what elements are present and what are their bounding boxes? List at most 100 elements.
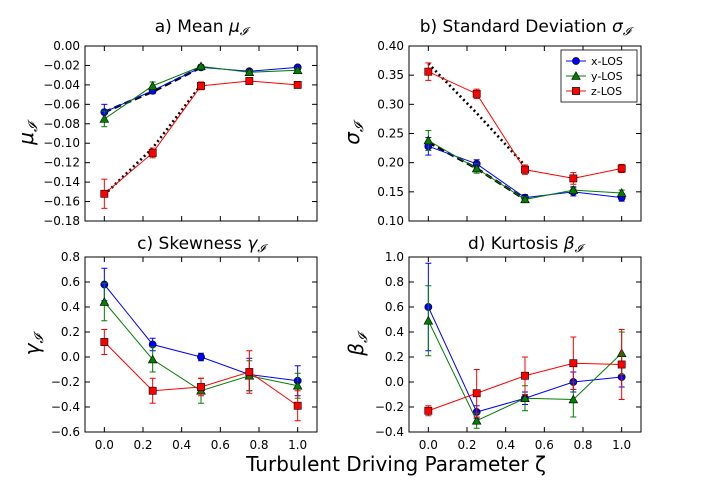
panel-d-point-z-LOS [472, 389, 481, 398]
panel-b-ytick-label: 0.15 [377, 185, 404, 199]
panel-c-ytick-label: −0.2 [51, 375, 80, 389]
panel-c-point-y-LOS [292, 380, 303, 390]
panel-a-point-z-LOS [148, 149, 157, 157]
panel-b-point-y-LOS [423, 135, 434, 145]
panel-b-point-y-LOS [568, 185, 579, 194]
panel-a-point-y-LOS [196, 61, 206, 71]
panel-d-ytick-label: 0.0 [385, 375, 404, 389]
panel-c-ytick-label: 0.6 [61, 275, 80, 289]
panel-a-point-z-LOS [100, 189, 109, 198]
panel-a-ytick-label: −0.08 [43, 117, 80, 131]
panel-d-ytick-label: −0.4 [375, 425, 404, 439]
legend-marker-x-LOS [572, 57, 580, 65]
panel-a-ytick-label: −0.14 [43, 175, 80, 189]
panel-a-series-x-LOS [100, 63, 302, 121]
panel-b-series-z-LOS [424, 62, 626, 185]
panel-d-point-y-LOS [471, 415, 482, 425]
panel-c-series-z-LOS [100, 329, 302, 422]
panel-b-series-y-LOS [423, 130, 627, 204]
panel-d-ytick-label: 1.0 [385, 250, 404, 264]
panel-d-point-z-LOS [521, 371, 529, 380]
panel-c-axes-frame [84, 256, 318, 433]
panel-c-point-z-LOS [293, 401, 302, 410]
panel-a-ylabel: μ𝓘 [14, 119, 41, 146]
panel-c-point-x-LOS [197, 353, 205, 361]
panel-a-point-z-LOS [197, 81, 205, 90]
panel-d-xtick-label: 1.0 [612, 438, 631, 452]
panel-a-point-y-LOS [244, 67, 255, 76]
panel-c-ylabel: γ𝓘 [20, 330, 47, 355]
panel-a-ytick-label: 0.00 [53, 39, 80, 53]
panel-d-point-z-LOS [617, 360, 626, 369]
panel-b-axes-frame [408, 45, 642, 222]
panel-b-ytick-label: 0.40 [377, 39, 404, 53]
panel-a-ytick-label: −0.06 [43, 97, 80, 111]
panel-c-xtick-label: 0.8 [249, 438, 268, 452]
panel-b-point-z-LOS [424, 67, 433, 76]
panel-c-xtick-label: 0.0 [95, 438, 114, 452]
panel-b-ylabel: σ𝓘 [340, 119, 367, 145]
panel-d-point-z-LOS [424, 406, 433, 415]
panel-d-axes-frame [408, 256, 642, 433]
legend-marker-z-LOS [572, 87, 580, 95]
legend-label-y-LOS: y-LOS [591, 70, 623, 83]
panel-b-ytick-label: 0.10 [377, 214, 404, 228]
panel-d-point-y-LOS [423, 315, 434, 325]
legend-marker-y-LOS [571, 71, 581, 80]
panel-a-line-z-LOS [104, 80, 298, 195]
panel-d-point-z-LOS [569, 359, 578, 368]
panel-d-ytick-label: 0.8 [385, 275, 404, 289]
panel-a-title: a) Mean μ𝓘 [155, 17, 251, 38]
panel-b-std: b) Standard Deviation σ𝓘 σ𝓘 0.10 0.15 0.20… [340, 17, 642, 228]
panel-a-series-z-LOS [100, 77, 302, 209]
panel-b-ytick-label: 0.20 [377, 156, 404, 170]
panel-a-line-y-LOS [104, 65, 298, 120]
panel-c-xtick-label: 1.0 [288, 438, 307, 452]
panel-d-point-y-LOS [520, 393, 530, 402]
legend-label-z-LOS: z-LOS [591, 85, 622, 98]
panel-d-ylabel: β𝓘 [344, 330, 371, 357]
panel-b-point-z-LOS [617, 164, 626, 173]
panel-d-title: d) Kurtosis β𝓘 [468, 234, 586, 255]
panel-b-point-y-LOS [520, 194, 530, 204]
panel-b-point-y-LOS [616, 188, 627, 197]
panel-b-point-z-LOS [472, 89, 481, 98]
panel-a-ytick-label: −0.10 [43, 136, 80, 150]
panel-a-point-y-LOS [147, 80, 158, 90]
panel-c-line-x-LOS [103, 284, 298, 382]
panel-a-point-z-LOS [293, 80, 302, 89]
panel-a-series-y-LOS [99, 61, 303, 128]
panel-a-mean: a) Mean μ𝓘 μ𝓘 −0.18 −0.16 −0.14 −0.12 −0.10 −… [14, 17, 318, 228]
panel-c-point-z-LOS [100, 338, 109, 346]
panel-c-xtick-label: 0.6 [211, 438, 230, 452]
panel-c-point-y-LOS [99, 297, 110, 306]
panel-c-point-z-LOS [197, 383, 205, 391]
panel-c-ytick-label: −0.6 [51, 425, 80, 439]
panel-c-ytick-label: −0.4 [51, 400, 80, 414]
panel-a-ytick-label: −0.18 [43, 214, 80, 228]
panel-d-xtick-label: 0.6 [535, 438, 554, 452]
panel-d-series-z-LOS [424, 329, 626, 418]
panel-d-point-y-LOS [568, 394, 579, 404]
panel-c-skewness: c) Skewness γ𝓘 γ𝓘 −0.6 −0.4 −0.2 0.0 0.2 0.4 0… [20, 234, 318, 452]
panel-b-point-y-LOS [471, 163, 482, 173]
panel-c-title: c) Skewness γ𝓘 [137, 234, 268, 255]
panel-b-point-z-LOS [521, 165, 529, 174]
panel-d-xtick-label: 0.0 [419, 438, 438, 452]
panel-c-ytick-label: 0.2 [61, 325, 80, 339]
panel-c-point-z-LOS [148, 386, 157, 395]
panel-c-point-z-LOS [245, 368, 254, 376]
panel-d-ytick-label: −0.2 [375, 400, 404, 414]
panel-b-ytick-label: 0.25 [377, 127, 404, 141]
panel-b-reference-dotted-line [427, 62, 526, 167]
panel-b-ytick-label: 0.30 [377, 97, 404, 111]
panel-d-ytick-label: 0.4 [385, 325, 404, 339]
panel-a-ytick-label: −0.12 [43, 156, 80, 170]
panel-c-point-y-LOS [147, 354, 158, 364]
panel-a-point-y-LOS [99, 113, 110, 123]
panel-a-axes-frame [84, 45, 318, 222]
panel-d-kurtosis: d) Kurtosis β𝓘 β𝓘 −0.4 −0.2 0.0 0.2 0.4 0.6 0.… [344, 234, 642, 452]
panel-d-xtick-label: 0.2 [457, 438, 476, 452]
panel-c-xtick-label: 0.4 [172, 438, 191, 452]
